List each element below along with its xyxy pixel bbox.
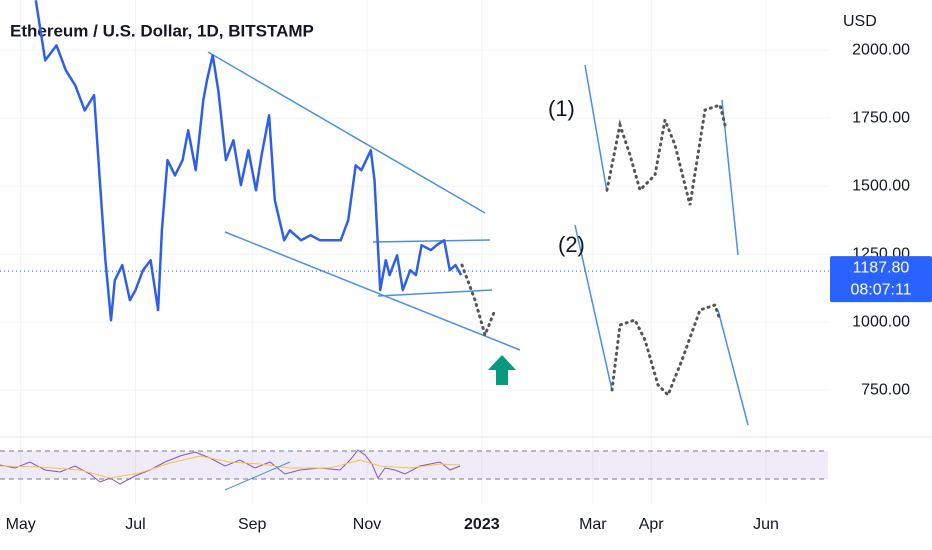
rsi-line [0, 449, 461, 485]
rsi-trendline [224, 461, 291, 491]
grid [0, 0, 830, 505]
projection [460, 263, 497, 340]
y-tick-label: 1500.00 [852, 177, 910, 194]
x-tick-label: Apr [639, 516, 665, 533]
trendline [224, 231, 521, 351]
projection [610, 303, 722, 398]
last-price-label: 1187.80 [853, 259, 910, 276]
y-tick-label: 1000.00 [852, 313, 910, 330]
price-line [34, 0, 463, 322]
projections [460, 103, 727, 398]
x-tick-label: Mar [579, 516, 607, 533]
up-arrow [488, 355, 516, 385]
countdown-label: 08:07:11 [850, 281, 911, 298]
trendline [372, 239, 491, 243]
last-price-box [830, 256, 932, 303]
rsi-band [0, 451, 828, 479]
x-tick-label: 2023 [464, 516, 500, 533]
drawings [207, 51, 749, 426]
projection [605, 103, 727, 206]
y-axis-unit: USD [843, 13, 877, 30]
chart-title: Ethereum / U.S. Dollar, 1D, BITSTAMP [10, 21, 314, 40]
trendline [207, 51, 486, 214]
trendline [584, 64, 608, 193]
rsi-ma [0, 455, 461, 479]
x-tick-label: Jun [753, 516, 779, 533]
x-tick-label: Sep [238, 516, 267, 533]
trendline [377, 289, 493, 297]
x-tick-label: May [6, 516, 36, 533]
x-tick-label: Jul [125, 516, 145, 533]
marks [0, 0, 830, 322]
trendline [574, 224, 613, 391]
y-tick-label: 750.00 [861, 381, 910, 398]
y-tick-label: 1750.00 [852, 109, 910, 126]
x-tick-label: Nov [353, 516, 381, 533]
trendline [717, 309, 749, 426]
annotation: (2) [558, 232, 585, 257]
y-tick-label: 2000.00 [852, 42, 910, 59]
annotation: (1) [548, 96, 575, 121]
